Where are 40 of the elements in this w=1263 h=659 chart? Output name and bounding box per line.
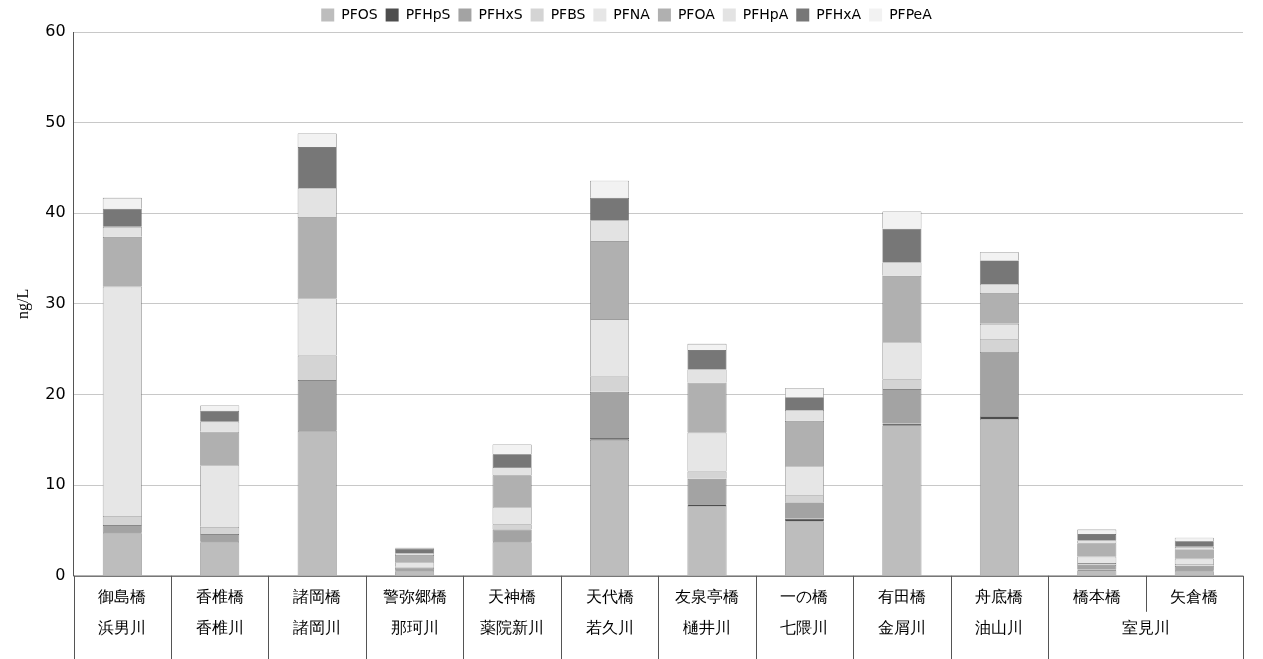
x-tick-label: 有田橋 [877, 586, 926, 606]
y-tick-label: 50 [45, 111, 66, 131]
legend-label: PFHxS [478, 5, 523, 22]
y-tick-label: 10 [45, 474, 66, 494]
text: 七隈川 [780, 617, 829, 637]
legend-label: PFPeA [889, 5, 933, 22]
y-tick-label: 40 [45, 202, 66, 222]
y-tick-label: 30 [45, 293, 66, 313]
legend-label: PFOS [341, 5, 378, 22]
legend-label: PFHxA [816, 5, 862, 22]
x-tick-label: 香椎橋 [195, 586, 244, 606]
text: 樋井川 [683, 617, 732, 637]
y-tick-label: 0 [55, 564, 66, 584]
x-tick-label: 橋本橋 [1072, 586, 1121, 606]
legend-label: PFNA [613, 5, 651, 22]
legend-label: PFOA [677, 5, 716, 22]
x-tick-label: 諸岡橋 [293, 586, 342, 606]
x-tick-label: 警弥郷橋 [382, 586, 447, 606]
x-tick-label: 天代橋 [585, 586, 634, 606]
text: 薬院新川 [480, 617, 545, 637]
text: 諸岡川 [293, 617, 342, 637]
y-axis-title: ng/L [13, 288, 32, 320]
x-tick-label: 友泉亭橋 [675, 586, 740, 606]
x-tick-label: 御島橋 [98, 586, 147, 606]
legend-label: PFBS [550, 5, 586, 22]
x-tick-label: 一の橋 [780, 586, 829, 606]
y-tick-label: 20 [45, 383, 66, 403]
text: 金屑川 [877, 617, 926, 637]
text: 香椎川 [195, 617, 244, 637]
text: 浜男川 [98, 617, 147, 637]
legend-label: PFHpA [742, 5, 789, 22]
x-tick-label: 天神橋 [488, 586, 537, 606]
text: 室見川 [1121, 617, 1170, 637]
text: 油山川 [975, 617, 1024, 637]
y-tick-label: 60 [45, 21, 66, 41]
x-tick-label: 舟底橋 [975, 586, 1024, 606]
text: 那珂川 [390, 617, 439, 637]
legend-label: PFHpS [405, 5, 451, 22]
x-tick-label: 矢倉橋 [1170, 586, 1219, 606]
text: 若久川 [585, 617, 634, 637]
